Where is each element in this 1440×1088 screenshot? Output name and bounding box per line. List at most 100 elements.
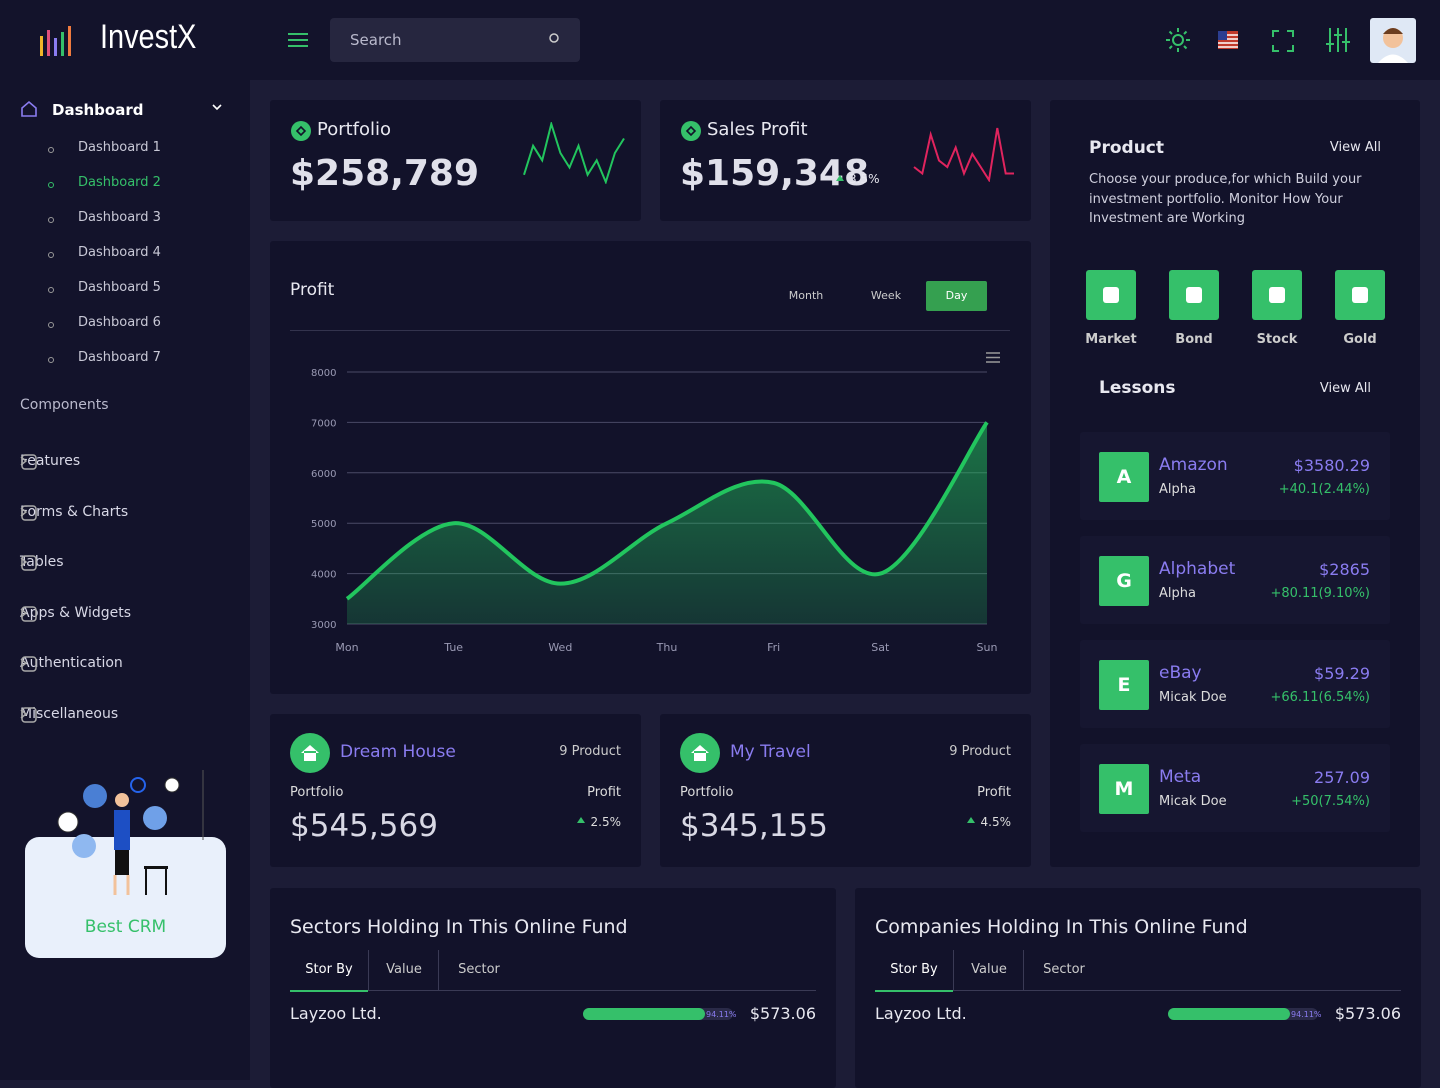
menu-title[interactable]: Dashboard <box>52 101 144 119</box>
fund-value: $345,155 <box>680 808 828 844</box>
lesson-name: Amazon <box>1159 455 1228 475</box>
lesson-owner: Micak Doe <box>1159 690 1227 705</box>
arrow-shape <box>577 817 585 823</box>
product-icon <box>1269 287 1285 303</box>
holdings-tab[interactable]: Sector <box>1023 950 1104 990</box>
product-button[interactable] <box>1169 270 1219 320</box>
bullet <box>48 287 54 293</box>
row-name: Layzoo Ltd. <box>875 1004 967 1023</box>
lessons-title: Lessons <box>1099 378 1176 398</box>
holdings-tab[interactable]: Value <box>368 950 439 990</box>
menu-item[interactable]: Dashboard 6 <box>78 315 161 330</box>
lesson-card[interactable]: M Meta Micak Doe 257.09 +50(7.54%) <box>1080 744 1390 832</box>
lesson-price: $59.29 <box>1314 664 1370 683</box>
stat-title: Sales Profit <box>707 119 808 140</box>
chart-tab[interactable]: Day <box>926 281 987 311</box>
holdings-title: Sectors Holding In This Online Fund <box>290 916 628 938</box>
arrow-shape <box>967 817 975 823</box>
progress-bar <box>1168 1008 1291 1020</box>
fund-label: Portfolio <box>290 785 344 800</box>
nav-item[interactable]: Miscellaneous <box>20 706 230 726</box>
product-description: Choose your produce,for which Build your… <box>1089 172 1362 226</box>
chart-title: Profit <box>290 280 335 300</box>
fund-title: My Travel <box>730 742 811 762</box>
fund-change: 2.5% <box>590 815 622 829</box>
product-button[interactable] <box>1335 270 1385 320</box>
lesson-card[interactable]: A Amazon Alpha $3580.29 +40.1(2.44%) <box>1080 432 1390 520</box>
x-tick-label: Sat <box>871 641 890 654</box>
lesson-letter: M <box>1099 764 1149 814</box>
progress-label: 94.11% <box>1291 1010 1322 1019</box>
sparkline <box>913 127 1014 182</box>
search-box[interactable]: Search <box>330 18 580 62</box>
lesson-card[interactable]: G Alphabet Alpha $2865 +80.11(9.10%) <box>1080 536 1390 624</box>
menu-item[interactable]: Dashboard 4 <box>78 245 161 260</box>
product-button[interactable] <box>1252 270 1302 320</box>
menu-toggle[interactable] <box>288 32 308 48</box>
icon-shape <box>1269 287 1285 303</box>
product-label: Gold <box>1343 332 1377 347</box>
fullscreen-icon[interactable] <box>1272 30 1294 52</box>
nav-icon <box>21 656 37 673</box>
icon-shape <box>1186 287 1202 303</box>
product-panel: Product View All Choose your produce,for… <box>1050 100 1420 867</box>
sparkline <box>523 122 625 184</box>
nav-label: Miscellaneous <box>20 706 119 722</box>
promo-text: Best CRM <box>84 917 167 937</box>
up-arrow <box>967 817 975 823</box>
icon-shape <box>21 555 37 571</box>
lesson-change: +50(7.54%) <box>1291 794 1370 809</box>
stat-value: $258,789 <box>290 153 480 194</box>
chart-menu[interactable] <box>986 352 1000 363</box>
menu-item[interactable]: Dashboard 7 <box>78 350 161 365</box>
fund-label: Portfolio <box>680 785 734 800</box>
user-avatar[interactable] <box>1370 18 1416 63</box>
view-all[interactable]: View All <box>1329 140 1381 155</box>
icon-shape <box>21 656 37 673</box>
holdings-tab[interactable]: Sector <box>438 950 519 990</box>
x-tick-label: Tue <box>443 641 463 654</box>
chart-tab[interactable]: Week <box>870 289 902 302</box>
nav-item[interactable]: Authentication <box>20 655 230 675</box>
menu-item[interactable]: Dashboard 5 <box>78 280 161 295</box>
fund-count: 9 Product <box>559 744 621 759</box>
chart-tab[interactable]: Month <box>788 289 824 302</box>
nav-item[interactable]: Apps & Widgets <box>20 605 230 625</box>
icon-shape <box>691 745 709 761</box>
theme-icon[interactable] <box>1166 28 1190 52</box>
menu-item[interactable]: Dashboard 3 <box>78 210 161 225</box>
holdings-tab[interactable]: Stor By <box>875 950 953 992</box>
chevron <box>20 658 28 668</box>
x-tick-label: Fri <box>767 641 780 654</box>
nav-item[interactable]: Features <box>20 453 230 473</box>
holdings-tab[interactable]: Stor By <box>290 950 368 992</box>
stat-icon <box>291 121 311 141</box>
up-arrow <box>577 817 585 823</box>
nav-item[interactable]: Tables <box>20 554 230 574</box>
brand: InvestX <box>100 18 197 56</box>
product-button[interactable] <box>1086 270 1136 320</box>
chevron <box>20 507 28 517</box>
settings-icon[interactable] <box>1326 28 1350 52</box>
icon-shape <box>1103 287 1119 303</box>
holdings-title: Companies Holding In This Online Fund <box>875 916 1248 938</box>
y-tick-label: 4000 <box>311 570 336 581</box>
bullet <box>48 217 54 223</box>
lesson-price: $2865 <box>1319 560 1370 579</box>
view-all[interactable]: View All <box>1319 381 1371 396</box>
fund-count: 9 Product <box>949 744 1011 759</box>
tab-line <box>875 990 1401 991</box>
nav-item[interactable]: Forms & Charts <box>20 504 230 524</box>
chevron-shape <box>20 507 28 517</box>
product-label: Market <box>1085 332 1137 347</box>
y-tick-label: 5000 <box>311 519 336 530</box>
chevron <box>20 557 28 567</box>
language-flag[interactable] <box>1218 31 1238 49</box>
menu-item[interactable]: Dashboard 1 <box>78 140 161 155</box>
bullet <box>48 147 54 153</box>
holdings-tab[interactable]: Value <box>953 950 1024 990</box>
menu-item[interactable]: Dashboard 2 <box>78 175 161 190</box>
lesson-letter: A <box>1099 452 1149 502</box>
